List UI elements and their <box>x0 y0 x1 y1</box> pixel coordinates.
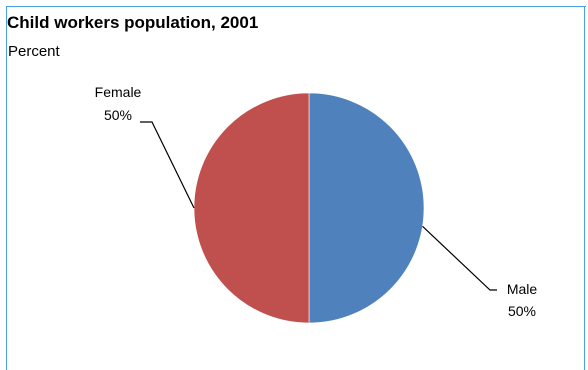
chart-subtitle: Percent <box>8 43 60 60</box>
pie-slice-male <box>308 92 425 324</box>
leader-lines <box>140 121 497 291</box>
leader-line-female <box>140 121 195 209</box>
chart-title: Child workers population, 2001 <box>7 13 259 32</box>
frame-border-right <box>584 6 585 370</box>
frame-border-top <box>6 6 586 7</box>
leader-line-male <box>422 225 497 291</box>
pie-slice-female <box>193 92 310 324</box>
data-labels: Male 50% Female 50% <box>95 84 538 319</box>
slice-value-female: 50% <box>104 107 132 123</box>
slice-label-female: Female <box>95 84 142 100</box>
pie-slices <box>193 92 425 324</box>
frame-border-left <box>6 6 7 370</box>
slice-value-male: 50% <box>508 303 536 319</box>
slice-label-male: Male <box>507 281 538 297</box>
